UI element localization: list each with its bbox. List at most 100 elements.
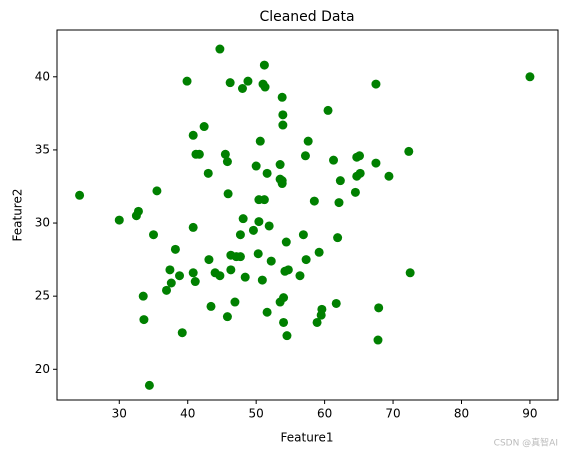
point bbox=[240, 272, 250, 282]
point bbox=[188, 222, 198, 232]
point bbox=[177, 328, 187, 338]
point bbox=[243, 76, 253, 86]
point bbox=[170, 244, 180, 254]
y-tick-label: 25 bbox=[35, 289, 50, 303]
point bbox=[373, 335, 383, 345]
point bbox=[225, 78, 235, 88]
point bbox=[298, 230, 308, 240]
point bbox=[277, 92, 287, 102]
point bbox=[262, 307, 272, 317]
y-tick-label: 30 bbox=[35, 216, 50, 230]
y-tick-label: 35 bbox=[35, 142, 50, 156]
point bbox=[114, 215, 124, 225]
point bbox=[266, 256, 276, 266]
point bbox=[235, 230, 245, 240]
point bbox=[257, 275, 267, 285]
point bbox=[264, 221, 274, 231]
point bbox=[188, 130, 198, 140]
point bbox=[223, 189, 233, 199]
point bbox=[215, 44, 225, 54]
point bbox=[230, 297, 240, 307]
point bbox=[248, 225, 258, 235]
plot-frame bbox=[56, 29, 559, 401]
point bbox=[255, 136, 265, 146]
point bbox=[350, 187, 360, 197]
point bbox=[525, 72, 535, 82]
point bbox=[404, 146, 414, 156]
point bbox=[259, 60, 269, 70]
point bbox=[352, 152, 362, 162]
point bbox=[262, 168, 272, 178]
point bbox=[335, 176, 345, 186]
point bbox=[278, 120, 288, 130]
point bbox=[333, 233, 343, 243]
point bbox=[279, 293, 289, 303]
point bbox=[301, 255, 311, 265]
point bbox=[253, 249, 263, 259]
point bbox=[182, 76, 192, 86]
point bbox=[139, 315, 149, 325]
point bbox=[75, 190, 85, 200]
point bbox=[309, 196, 319, 206]
point bbox=[162, 285, 172, 295]
point bbox=[405, 268, 415, 278]
point bbox=[166, 278, 176, 288]
point bbox=[238, 214, 248, 224]
point bbox=[191, 149, 201, 159]
point bbox=[331, 298, 341, 308]
x-tick-label: 90 bbox=[522, 407, 537, 421]
point bbox=[277, 176, 287, 186]
point bbox=[259, 195, 269, 205]
point bbox=[235, 252, 245, 262]
point bbox=[222, 312, 232, 322]
point bbox=[203, 168, 213, 178]
x-tick-label: 70 bbox=[385, 407, 400, 421]
point bbox=[204, 255, 214, 265]
point bbox=[220, 149, 230, 159]
x-tick-label: 40 bbox=[180, 407, 195, 421]
point bbox=[279, 317, 289, 327]
point bbox=[316, 310, 326, 320]
point bbox=[374, 303, 384, 313]
point bbox=[283, 265, 293, 275]
point bbox=[323, 105, 333, 115]
x-tick-label: 60 bbox=[317, 407, 332, 421]
y-axis-label: Feature2 bbox=[11, 189, 25, 242]
point bbox=[312, 317, 322, 327]
point bbox=[314, 247, 324, 257]
point bbox=[275, 160, 285, 170]
point bbox=[384, 171, 394, 181]
point bbox=[138, 291, 148, 301]
point bbox=[371, 158, 381, 168]
point bbox=[281, 237, 291, 247]
point bbox=[260, 82, 270, 92]
point bbox=[295, 271, 305, 281]
point bbox=[222, 157, 232, 167]
point bbox=[215, 271, 225, 281]
point bbox=[175, 271, 185, 281]
point bbox=[226, 265, 236, 275]
point bbox=[165, 265, 175, 275]
chart-title: Cleaned Data bbox=[259, 9, 354, 25]
y-tick-label: 40 bbox=[35, 69, 50, 83]
point bbox=[149, 230, 159, 240]
x-tick-label: 30 bbox=[112, 407, 127, 421]
point bbox=[303, 136, 313, 146]
point bbox=[199, 122, 209, 132]
point bbox=[329, 155, 339, 165]
point bbox=[371, 79, 381, 89]
point bbox=[190, 277, 200, 287]
point bbox=[282, 331, 292, 341]
point bbox=[133, 206, 143, 216]
point bbox=[278, 110, 288, 120]
x-tick-label: 50 bbox=[249, 407, 264, 421]
point bbox=[300, 151, 310, 161]
point bbox=[144, 380, 154, 390]
point bbox=[152, 186, 162, 196]
point bbox=[188, 268, 198, 278]
point bbox=[251, 161, 261, 171]
watermark: CSDN @真智AI bbox=[494, 437, 558, 449]
point bbox=[334, 198, 344, 208]
